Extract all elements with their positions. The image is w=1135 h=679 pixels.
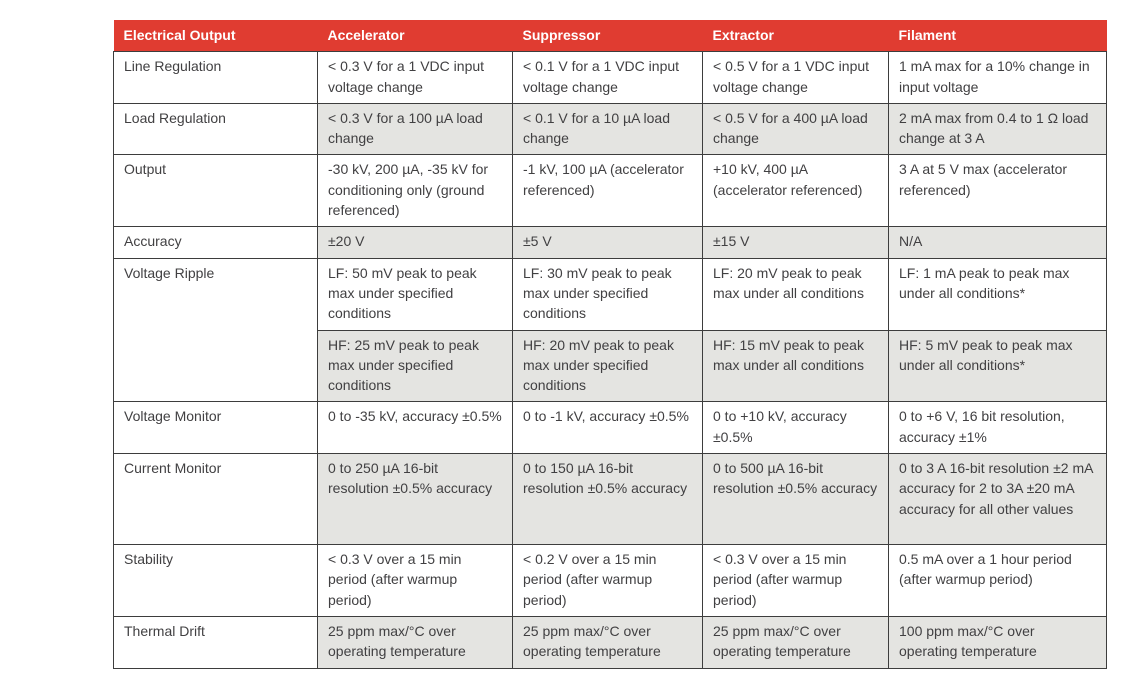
spec-cell: 0 to 3 A 16-bit resolution ±2 mA accurac… <box>888 453 1107 546</box>
row-label: Current Monitor <box>113 453 318 546</box>
row-label: Load Regulation <box>113 102 318 156</box>
spec-cell: -1 kV, 100 µA (accelerator referenced) <box>512 154 703 228</box>
column-header-filament: Filament <box>888 20 1107 52</box>
spec-cell: HF: 20 mV peak to peak max under specifi… <box>512 329 703 403</box>
spec-cell: 0 to +6 V, 16 bit resolution, accuracy ±… <box>888 401 1107 455</box>
row-label: Output <box>113 154 318 228</box>
row-label: Voltage Monitor <box>113 401 318 455</box>
column-header-accelerator: Accelerator <box>317 20 513 52</box>
header-row: Electrical Output Accelerator Suppressor… <box>113 20 1107 52</box>
spec-cell: 0 to +10 kV, accuracy ±0.5% <box>702 401 889 455</box>
spec-cell: < 0.3 V for a 100 µA load change <box>317 102 513 156</box>
table-row-stability: Stability < 0.3 V over a 15 min period (… <box>113 544 1107 617</box>
table-row-accuracy: Accuracy ±20 V ±5 V ±15 V N/A <box>113 226 1107 259</box>
spec-cell: 25 ppm max/°C over operating temperature <box>702 615 889 669</box>
row-label: Accuracy <box>113 226 318 259</box>
spec-cell: 25 ppm max/°C over operating temperature <box>512 615 703 669</box>
spec-cell: 25 ppm max/°C over operating temperature <box>317 615 513 669</box>
spec-table: Electrical Output Accelerator Suppressor… <box>113 20 1107 669</box>
spec-cell: 0 to 500 µA 16-bit resolution ±0.5% accu… <box>702 453 889 546</box>
spec-cell: 100 ppm max/°C over operating temperatur… <box>888 615 1107 669</box>
spec-cell: HF: 15 mV peak to peak max under all con… <box>702 329 889 403</box>
spec-cell: < 0.5 V for a 1 VDC input voltage change <box>702 51 889 104</box>
spec-cell: 1 mA max for a 10% change in input volta… <box>888 51 1107 104</box>
spec-cell: < 0.3 V for a 1 VDC input voltage change <box>317 51 513 104</box>
spec-cell: HF: 5 mV peak to peak max under all cond… <box>888 329 1107 403</box>
electrical-output-spec-section: Electrical Output Accelerator Suppressor… <box>113 20 1107 669</box>
spec-cell: < 0.1 V for a 10 µA load change <box>512 102 703 156</box>
table-row-current-monitor: Current Monitor 0 to 250 µA 16-bit resol… <box>113 453 1107 546</box>
spec-cell: < 0.1 V for a 1 VDC input voltage change <box>512 51 703 104</box>
spec-cell: 0.5 mA over a 1 hour period (after warmu… <box>888 544 1107 617</box>
table-row-output: Output -30 kV, 200 µA, -35 kV for condit… <box>113 154 1107 228</box>
spec-cell: LF: 1 mA peak to peak max under all cond… <box>888 257 1107 331</box>
spec-cell: 2 mA max from 0.4 to 1 Ω load change at … <box>888 102 1107 156</box>
table-row-load-regulation: Load Regulation < 0.3 V for a 100 µA loa… <box>113 102 1107 156</box>
spec-cell: 3 A at 5 V max (accelerator referenced) <box>888 154 1107 228</box>
spec-cell: < 0.3 V over a 15 min period (after warm… <box>702 544 889 617</box>
spec-cell: +10 kV, 400 µA (accelerator referenced) <box>702 154 889 228</box>
spec-cell: 0 to 150 µA 16-bit resolution ±0.5% accu… <box>512 453 703 546</box>
spec-cell: LF: 30 mV peak to peak max under specifi… <box>512 257 703 331</box>
column-header-extractor: Extractor <box>702 20 889 52</box>
spec-cell: 0 to 250 µA 16-bit resolution ±0.5% accu… <box>317 453 513 546</box>
table-row-voltage-monitor: Voltage Monitor 0 to -35 kV, accuracy ±0… <box>113 401 1107 455</box>
row-label: Thermal Drift <box>113 615 318 669</box>
spec-cell: < 0.5 V for a 400 µA load change <box>702 102 889 156</box>
spec-cell: 0 to -1 kV, accuracy ±0.5% <box>512 401 703 455</box>
spec-cell: HF: 25 mV peak to peak max under specifi… <box>317 329 513 403</box>
column-header-electrical-output: Electrical Output <box>113 20 318 52</box>
column-header-suppressor: Suppressor <box>512 20 703 52</box>
spec-cell: ±20 V <box>317 226 513 259</box>
spec-cell: N/A <box>888 226 1107 259</box>
spec-cell: ±15 V <box>702 226 889 259</box>
spec-cell: -30 kV, 200 µA, -35 kV for conditioning … <box>317 154 513 228</box>
table-row-voltage-ripple-lf: Voltage Ripple LF: 50 mV peak to peak ma… <box>113 257 1107 403</box>
spec-cell: < 0.3 V over a 15 min period (after warm… <box>317 544 513 617</box>
spec-cell: LF: 20 mV peak to peak max under all con… <box>702 257 889 331</box>
row-label: Voltage Ripple <box>113 257 318 403</box>
table-row-line-regulation: Line Regulation < 0.3 V for a 1 VDC inpu… <box>113 51 1107 104</box>
row-label: Line Regulation <box>113 51 318 104</box>
spec-cell: LF: 50 mV peak to peak max under specifi… <box>317 257 513 331</box>
row-label: Stability <box>113 544 318 617</box>
spec-cell: < 0.2 V over a 15 min period (after warm… <box>512 544 703 617</box>
table-row-voltage-ripple-hf: HF: 25 mV peak to peak max under specifi… <box>114 329 1107 403</box>
table-row-thermal-drift: Thermal Drift 25 ppm max/°C over operati… <box>113 615 1107 669</box>
spec-cell: ±5 V <box>512 226 703 259</box>
spec-cell: 0 to -35 kV, accuracy ±0.5% <box>317 401 513 455</box>
